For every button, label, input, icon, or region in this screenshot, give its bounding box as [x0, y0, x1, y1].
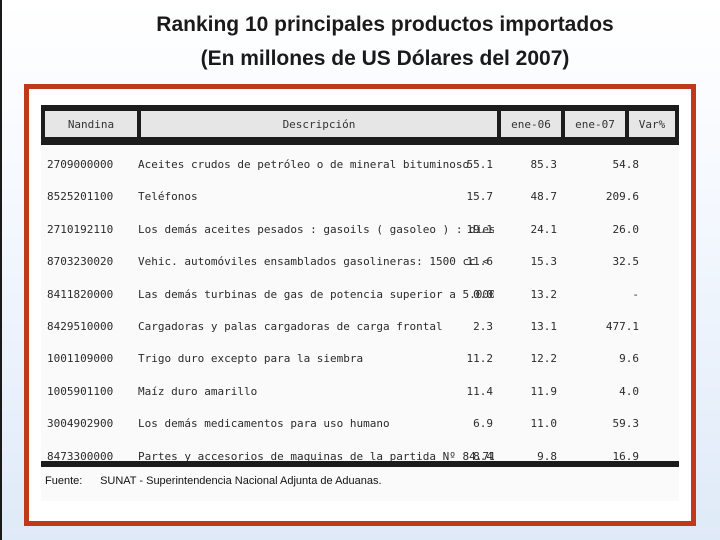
- cell-desc: Partes y accesorios de maquinas de la pa…: [138, 449, 494, 463]
- cell-desc: Los demás medicamentos para uso humano: [138, 417, 390, 431]
- table-row: 3004902900 Los demás medicamentos para u…: [41, 408, 679, 440]
- cell-desc: Maíz duro amarillo: [138, 384, 258, 398]
- cell-code: 8703230020: [47, 255, 114, 269]
- cell-ene07: 24.1: [530, 222, 558, 236]
- table-body: 2709000000 Aceites crudos de petróleo o …: [41, 149, 679, 473]
- table-row: 2710192110 Los demás aceites pesados : g…: [41, 214, 679, 246]
- cell-ene07: 15.3: [530, 255, 558, 269]
- title-line-1: Ranking 10 principales productos importa…: [156, 13, 614, 36]
- cell-ene06: 11.4: [466, 384, 494, 398]
- cell-var: 9.6: [619, 352, 639, 366]
- table-row: 1005901100 Maíz duro amarillo 11.4 11.9 …: [41, 376, 679, 408]
- cell-desc: Vehic. automóviles ensamblados gasoliner…: [138, 255, 494, 269]
- table-frame: Nandina Descripción ene-06 ene-07 Var% 2…: [24, 84, 696, 526]
- cell-code: 8473300000: [47, 449, 114, 463]
- table-image: Nandina Descripción ene-06 ene-07 Var% 2…: [41, 105, 679, 501]
- cell-desc: Aceites crudos de petróleo o de mineral …: [138, 158, 470, 171]
- cell-var: -: [632, 287, 639, 301]
- slide-title: Ranking 10 principales productos importa…: [0, 8, 720, 76]
- cell-code: 1001109000: [47, 352, 114, 366]
- cell-ene07: 11.9: [530, 384, 558, 398]
- title-line-2: (En millones de US Dólares del 2007): [200, 47, 570, 70]
- header-descripcion: Descripción: [141, 111, 497, 137]
- cell-ene06: 55.1: [466, 158, 494, 171]
- cell-ene06: 11.2: [466, 352, 494, 366]
- source-note: Fuente: SUNAT - Superintendencia Naciona…: [45, 475, 382, 487]
- table-row: 1001109000 Trigo duro excepto para la si…: [41, 343, 679, 375]
- table-header: Nandina Descripción ene-06 ene-07 Var%: [41, 105, 679, 145]
- header-ene06: ene-06: [501, 111, 561, 137]
- header-var: Var%: [629, 111, 675, 137]
- cell-ene07: 9.8: [537, 449, 557, 463]
- cell-ene07: 13.1: [530, 319, 558, 333]
- cell-code: 8429510000: [47, 319, 114, 333]
- cell-ene06: 11.6: [466, 255, 494, 269]
- table-row: 8411820000 Las demás turbinas de gas de …: [41, 279, 679, 311]
- cell-ene06: 2.3: [473, 319, 493, 333]
- cell-desc: Teléfonos: [138, 190, 198, 204]
- cell-var: 26.0: [612, 222, 640, 236]
- cell-ene06: 6.9: [473, 417, 493, 431]
- cell-code: 1005901100: [47, 384, 114, 398]
- cell-code: 3004902900: [47, 417, 114, 431]
- header-nandina: Nandina: [45, 111, 137, 137]
- source-text: SUNAT - Superintendencia Nacional Adjunt…: [100, 475, 382, 487]
- cell-code: 2709000000: [47, 158, 114, 171]
- cell-var: 32.5: [612, 255, 640, 269]
- cell-ene06: 0.0: [473, 287, 493, 301]
- cell-ene07: 48.7: [530, 190, 558, 204]
- cell-var: 4.0: [619, 384, 639, 398]
- cell-var: 477.1: [605, 319, 639, 333]
- cell-ene06: 15.7: [466, 190, 494, 204]
- cell-desc: Cargadoras y palas cargadoras de carga f…: [138, 319, 443, 333]
- cell-var: 16.9: [612, 449, 640, 463]
- cell-desc: Las demás turbinas de gas de potencia su…: [138, 287, 494, 301]
- cell-ene06: 8.4: [473, 449, 493, 463]
- cell-code: 8525201100: [47, 190, 114, 204]
- table-row: 8429510000 Cargadoras y palas cargadoras…: [41, 311, 679, 343]
- cell-ene07: 13.2: [530, 287, 558, 301]
- cell-ene07: 85.3: [530, 158, 558, 171]
- cell-var: 59.3: [612, 417, 640, 431]
- cell-var: 54.8: [612, 158, 640, 171]
- table-row: 8525201100 Teléfonos 15.7 48.7 209.6: [41, 181, 679, 213]
- cell-ene07: 12.2: [530, 352, 558, 366]
- header-ene07: ene-07: [565, 111, 625, 137]
- cell-desc: Los demás aceites pesados : gasoils ( ga…: [138, 222, 494, 236]
- table-row: 8473300000 Partes y accesorios de maquin…: [41, 441, 679, 473]
- cell-var: 209.6: [605, 190, 639, 204]
- cell-ene07: 11.0: [530, 417, 558, 431]
- table-row: 2709000000 Aceites crudos de petróleo o …: [41, 149, 679, 181]
- footer-divider: [41, 461, 679, 467]
- slide-left-edge: [0, 0, 2, 540]
- cell-desc: Trigo duro excepto para la siembra: [138, 352, 364, 366]
- cell-code: 2710192110: [47, 222, 114, 236]
- table-row: 8703230020 Vehic. automóviles ensamblado…: [41, 246, 679, 278]
- cell-ene06: 19.1: [466, 222, 494, 236]
- cell-code: 8411820000: [47, 287, 114, 301]
- source-label: Fuente:: [45, 475, 83, 487]
